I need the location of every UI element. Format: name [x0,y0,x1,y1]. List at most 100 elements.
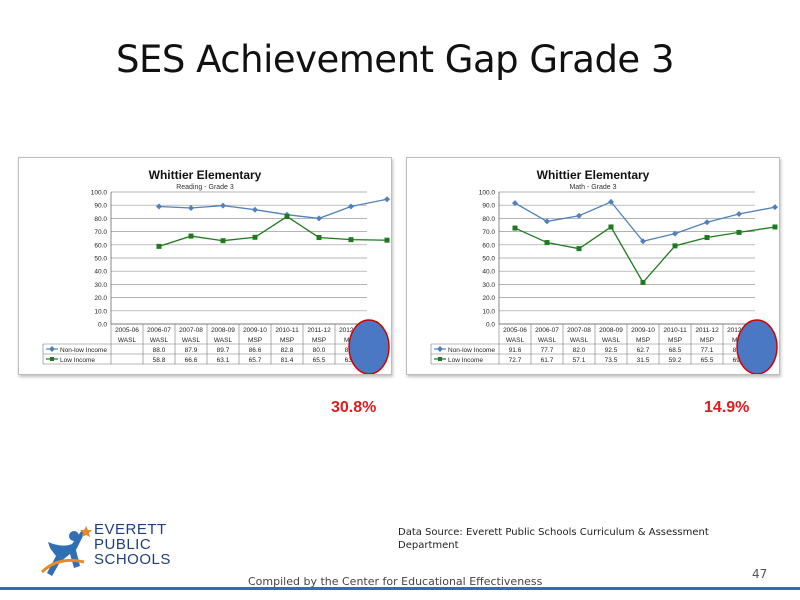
math-category-label: 2006-07 [535,327,559,334]
math-table-value: 62.7 [637,347,650,354]
math-ytick-label: 60.0 [482,242,495,249]
math-point [544,218,550,225]
math-chart-svg: Whittier Elementary Math - Grade 3 100.0 90… [430,168,778,374]
reading-test-label: MSP [312,337,326,344]
math-ytick-label: 100.0 [479,190,496,197]
reading-ytick-label: 10.0 [94,308,107,315]
math-point [640,279,646,285]
math-table-value: 73.5 [605,357,618,364]
math-test-label: WASL [538,337,557,344]
math-ytick-label: 50.0 [482,256,495,263]
math-subtitle: Math - Grade 3 [569,184,616,191]
math-point [512,200,518,207]
reading-table-value: 80.0 [313,347,326,354]
reading-table-value: 65.7 [249,357,262,364]
math-table-value: 68.5 [669,347,682,354]
reading-legend-marker [50,357,54,361]
math-table-value: 77.7 [541,347,554,354]
reading-category-label: 2008-09 [211,327,235,334]
reading-title: Whittier Elementary [149,168,262,182]
reading-table-value: 81.4 [281,357,294,364]
reading-test-label: WASL [214,337,233,344]
reading-table-value: 58.8 [153,357,166,364]
math-series-line [514,226,776,284]
reading-point [220,202,226,209]
math-series-line [514,201,776,242]
reading-point [384,196,390,203]
reading-table-value: 66.6 [185,357,198,364]
reading-table-value: 65.5 [313,357,326,364]
reading-point [252,234,258,240]
math-test-label: MSP [700,337,714,344]
reading-legend-label: Low Income [60,357,95,364]
math-point [736,229,742,235]
reading-highlight-oval [348,319,390,374]
logo-line1: EVERETT [94,521,167,538]
reading-table-value: 82.8 [281,347,294,354]
math-category-label: 2011-12 [695,327,719,334]
math-test-label: WASL [506,337,525,344]
reading-ytick-label: 80.0 [94,216,107,223]
reading-test-label: MSP [280,337,294,344]
math-point [640,238,646,245]
reading-category-label: 2007-08 [179,327,203,334]
math-point [672,230,678,237]
math-category-label: 2009-10 [631,327,655,334]
reading-ytick-label: 20.0 [94,295,107,302]
math-point [704,235,710,241]
reading-test-label: MSP [248,337,262,344]
reading-ytick-label: 90.0 [94,203,107,210]
math-table-value: 61.7 [541,357,554,364]
math-point [736,211,742,218]
math-table-value: 59.2 [669,357,682,364]
reading-table-value: 86.6 [249,347,262,354]
math-table-value: 77.1 [701,347,714,354]
math-category-label: 2008-09 [599,327,623,334]
math-table-value: 72.7 [509,357,522,364]
math-legend-marker [438,357,442,361]
reading-category-label: 2010-11 [275,327,299,334]
reading-test-label: WASL [182,337,201,344]
reading-series-line [158,215,388,248]
math-point [576,246,582,252]
math-table-value: 82.0 [573,347,586,354]
reading-point [188,233,194,239]
math-category-label: 2005-06 [503,327,527,334]
math-point [772,224,778,230]
math-ytick-label: 10.0 [482,308,495,315]
reading-point [252,206,258,213]
math-ytick-label: 70.0 [482,229,495,236]
math-ytick-label: 20.0 [482,295,495,302]
reading-point [220,238,226,244]
logo-text: EVERETT PUBLIC SCHOOLS [94,522,171,567]
reading-category-label: 2011-12 [307,327,331,334]
math-title: Whittier Elementary [537,168,650,182]
reading-test-label: WASL [118,337,137,344]
math-point [512,225,518,231]
reading-point [284,214,290,220]
math-ytick-label: 0.0 [486,322,495,329]
math-point [544,240,550,246]
reading-table-value: 88.0 [153,347,166,354]
slide-title: SES Achievement Gap Grade 3 [116,38,675,81]
math-chart: Whittier Elementary Math - Grade 3 100.0 90… [406,157,780,375]
reading-point [384,237,390,243]
reading-point [316,235,322,241]
math-test-label: MSP [636,337,650,344]
math-category-label: 2007-08 [567,327,591,334]
math-point [772,204,778,211]
reading-series-line [158,198,388,220]
math-ytick-label: 90.0 [482,203,495,210]
reading-point [156,203,162,210]
math-test-label: WASL [570,337,589,344]
math-point [608,224,614,230]
math-ytick-label: 40.0 [482,269,495,276]
reading-point [348,237,354,243]
math-legend-label: Non-low Income [448,347,495,354]
reading-ytick-label: 40.0 [94,269,107,276]
compiled-by-note: Compiled by the Center for Educational E… [248,575,543,588]
math-test-label: MSP [668,337,682,344]
reading-ytick-label: 100.0 [91,190,108,197]
math-point [704,219,710,226]
reading-ytick-label: 0.0 [98,322,107,329]
